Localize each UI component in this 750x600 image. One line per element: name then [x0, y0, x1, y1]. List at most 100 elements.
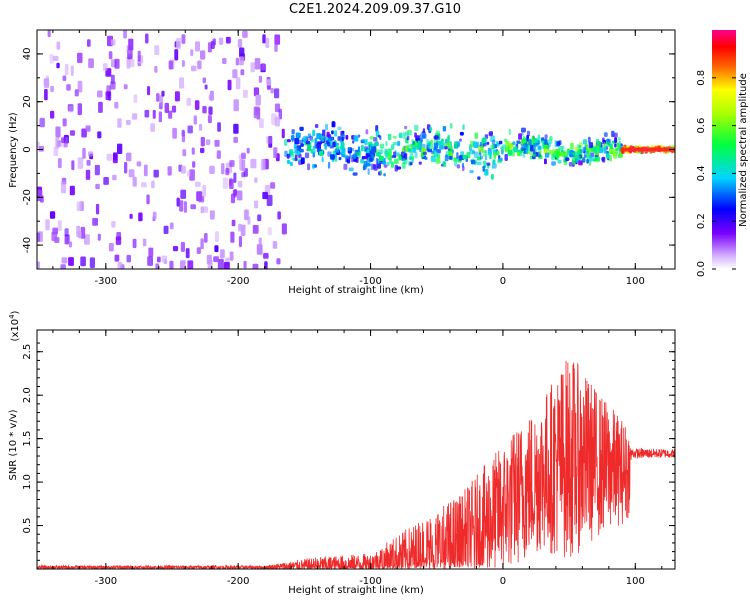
page-title: C2E1.2024.209.09.37.G10: [288, 2, 462, 17]
heatmap-cell: [533, 142, 538, 147]
heatmap-cell: [337, 126, 342, 130]
heatmap-cell: [470, 144, 474, 148]
heatmap-cell: [277, 211, 281, 220]
x-tick-label: -100: [359, 276, 382, 287]
heatmap-cell: [410, 151, 413, 157]
heatmap-cell: [225, 168, 230, 176]
heatmap-cell: [352, 140, 355, 144]
spectrogram-y-axis: -40 -20 0 20 40: [22, 29, 675, 270]
spectrogram-heatmap: [37, 30, 675, 269]
heatmap-cell: [117, 118, 122, 128]
heatmap-cell: [265, 37, 270, 48]
heatmap-cell: [179, 200, 184, 212]
heatmap-cell: [123, 84, 128, 90]
heatmap-cell: [257, 214, 262, 222]
heatmap-cell: [586, 158, 589, 164]
heatmap-cell: [84, 234, 90, 245]
heatmap-cell: [570, 142, 574, 150]
heatmap-cell: [476, 161, 482, 165]
heatmap-cell: [420, 137, 423, 143]
heatmap-cell: [345, 134, 349, 140]
heatmap-cell: [217, 122, 221, 132]
heatmap-cell: [518, 133, 522, 140]
heatmap-cell: [241, 172, 245, 178]
heatmap-cell: [612, 150, 617, 156]
heatmap-cell: [613, 132, 618, 138]
heatmap-cell: [128, 38, 134, 51]
heatmap-cell: [138, 212, 143, 222]
heatmap-cell: [114, 58, 120, 69]
heatmap-cell: [474, 132, 478, 139]
heatmap-cell: [286, 153, 290, 159]
heatmap-cell: [569, 153, 574, 158]
heatmap-cell: [286, 159, 291, 164]
heatmap-cell: [147, 86, 151, 96]
heatmap-cell: [98, 101, 103, 113]
heatmap-cell: [39, 195, 44, 203]
heatmap-cell: [250, 62, 255, 73]
heatmap-cell: [375, 158, 379, 165]
heatmap-cell: [482, 153, 487, 157]
heatmap-cell: [602, 137, 605, 143]
heatmap-cell: [544, 138, 548, 145]
heatmap-cell: [484, 169, 489, 176]
heatmap-cell: [204, 84, 208, 90]
heatmap-cell: [491, 163, 497, 169]
heatmap-cell: [126, 254, 131, 263]
heatmap-cell: [286, 139, 291, 143]
heatmap-cell: [314, 124, 319, 128]
snr-x-label: Height of straight line (km): [288, 585, 424, 596]
heatmap-cell: [470, 160, 476, 165]
heatmap-cell: [386, 161, 390, 166]
heatmap-cell: [365, 129, 369, 135]
heatmap-cell: [147, 256, 153, 266]
y-tick-label: 0: [22, 146, 33, 152]
heatmap-cell: [52, 55, 59, 61]
heatmap-cell: [64, 234, 70, 245]
heatmap-cell: [202, 206, 209, 213]
heatmap-cell: [447, 134, 450, 141]
heatmap-cell: [434, 135, 439, 140]
heatmap-cell: [291, 129, 295, 135]
heatmap-cell: [97, 90, 103, 98]
heatmap-cell: [172, 127, 177, 139]
heatmap-cell: [117, 261, 123, 269]
heatmap-cell: [318, 150, 324, 156]
heatmap-cell: [454, 161, 457, 167]
heatmap-cell: [284, 139, 288, 146]
heatmap-cell: [252, 263, 259, 269]
x-tick-label: 0: [500, 276, 506, 287]
heatmap-cell: [383, 164, 388, 168]
heatmap-cell: [141, 182, 147, 188]
heatmap-cell: [70, 65, 74, 76]
heatmap-cell: [347, 147, 351, 152]
heatmap-cell: [461, 162, 464, 168]
heatmap-cell: [393, 158, 399, 165]
heatmap-cell: [180, 260, 186, 269]
heatmap-cell: [609, 155, 612, 162]
heatmap-cell: [331, 130, 334, 135]
heatmap-cell: [266, 136, 273, 144]
heatmap-cell: [80, 226, 86, 239]
heatmap-cell: [304, 152, 310, 159]
heatmap-cell: [131, 113, 138, 120]
heatmap-cell: [512, 141, 516, 145]
heatmap-cell: [239, 159, 243, 171]
heatmap-cell: [243, 260, 247, 269]
heatmap-cell: [156, 93, 160, 102]
heatmap-cell: [582, 139, 588, 145]
heatmap-cell: [300, 143, 304, 147]
heatmap-cell: [473, 151, 479, 158]
heatmap-cell: [185, 248, 190, 259]
heatmap-cell: [154, 45, 160, 55]
heatmap-cell: [374, 165, 377, 169]
heatmap-cell: [492, 144, 495, 149]
spectrogram-x-axis: -300 -200 -100 0 100: [52, 30, 663, 287]
heatmap-cell: [241, 152, 246, 160]
heatmap-cell: [565, 157, 570, 161]
heatmap-cell: [108, 243, 114, 252]
heatmap-cell: [375, 125, 379, 132]
x-tick-label: 100: [626, 276, 645, 287]
heatmap-cell: [327, 142, 331, 147]
heatmap-cell: [50, 110, 55, 119]
